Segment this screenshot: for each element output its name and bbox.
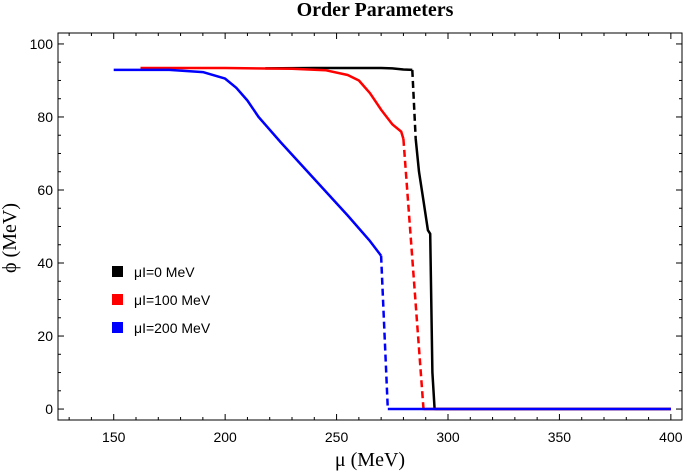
plot-frame — [57, 32, 683, 421]
x-tick-label: 300 — [436, 429, 460, 445]
x-tick-label: 200 — [213, 429, 237, 445]
x-axis-label: μ (MeV) — [335, 449, 405, 471]
axis-ticks: 150 200 250 300 350 400 0 20 40 60 80 100 — [30, 33, 683, 445]
y-tick-label: 100 — [30, 36, 54, 52]
x-tick-label: 250 — [325, 429, 349, 445]
legend: μI=0 MeV μI=100 MeV μI=200 MeV — [112, 264, 211, 336]
y-tick-label: 80 — [37, 109, 53, 125]
series-0-solid-line — [414, 138, 436, 410]
y-tick-label: 0 — [45, 401, 53, 417]
legend-swatch — [112, 322, 123, 333]
x-tick-label: 400 — [659, 429, 683, 445]
y-tick-label: 20 — [37, 328, 53, 344]
series-1-dashed-line — [402, 138, 425, 410]
series-0-dashed-line — [411, 69, 417, 139]
series-1-solid-line — [140, 66, 405, 140]
y-tick-label: 60 — [37, 182, 53, 198]
legend-swatch — [112, 266, 123, 277]
series-lines — [113, 66, 671, 411]
legend-label: μI=0 MeV — [134, 264, 195, 280]
y-tick-label: 40 — [37, 255, 53, 271]
x-tick-label: 350 — [548, 429, 572, 445]
chart-title: Order Parameters — [297, 0, 454, 21]
x-tick-label: 150 — [102, 429, 126, 445]
legend-label: μI=200 MeV — [134, 320, 211, 336]
series-2-dashed-line — [379, 255, 390, 410]
y-axis-label: ϕ (MeV) — [0, 203, 21, 273]
legend-label: μI=100 MeV — [134, 292, 211, 308]
series-0-solid-line — [265, 66, 413, 72]
legend-swatch — [112, 294, 123, 305]
series-2-solid-line — [113, 68, 383, 257]
